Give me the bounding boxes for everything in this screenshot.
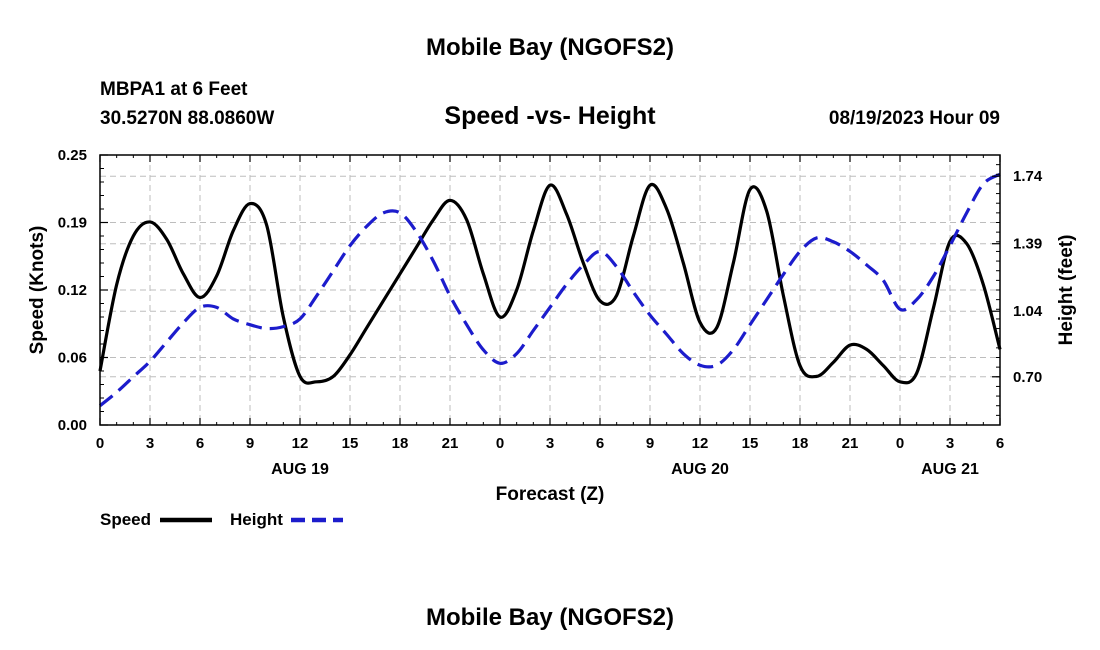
x-tick-label: 9 <box>246 435 254 452</box>
chart-main-title: Mobile Bay (NGOFS2) <box>426 34 674 61</box>
y-axis-label: Speed (Knots) <box>27 226 48 355</box>
x-tick-label: 6 <box>196 435 204 452</box>
forecast-datetime: 08/19/2023 Hour 09 <box>829 108 1000 129</box>
series-line-height <box>98 172 1001 407</box>
x-tick-label: 3 <box>546 435 554 452</box>
y-tick-label: 0.19 <box>58 215 87 232</box>
y-tick-label: 0.00 <box>58 417 87 434</box>
chart-ticks: 0 3 6 9 12 15 18 21 0 3 6 9 12 15 18 21 0 3 6 AUG 19 AUG 20 A… <box>58 147 1043 478</box>
x-tick-label: 18 <box>792 435 809 452</box>
x-date-label: AUG 20 <box>671 461 729 478</box>
chart-series <box>98 172 1002 407</box>
series-line-speed <box>98 182 1002 385</box>
y2-tick-label: 1.74 <box>1013 168 1043 185</box>
y2-tick-label: 1.04 <box>1013 303 1043 320</box>
x-tick-label: 0 <box>96 435 104 452</box>
x-date-label: AUG 19 <box>271 461 329 478</box>
x-tick-label: 18 <box>392 435 409 452</box>
x-tick-label: 0 <box>496 435 504 452</box>
legend: Speed Height <box>100 510 343 529</box>
x-tick-label: 6 <box>996 435 1004 452</box>
x-tick-label: 6 <box>596 435 604 452</box>
station-coordinates: 30.5270N 88.0860W <box>100 108 274 129</box>
x-tick-label: 15 <box>342 435 359 452</box>
x-tick-label: 0 <box>896 435 904 452</box>
y2-tick-label: 1.39 <box>1013 236 1042 253</box>
x-tick-label: 3 <box>146 435 154 452</box>
x-tick-label: 3 <box>946 435 954 452</box>
x-tick-label: 21 <box>442 435 459 452</box>
legend-label-height: Height <box>230 510 283 529</box>
plot-title: Speed -vs- Height <box>444 102 656 130</box>
x-tick-label: 9 <box>646 435 654 452</box>
y-tick-label: 0.25 <box>58 147 87 164</box>
chart-grid <box>100 155 1000 425</box>
x-tick-label: 15 <box>742 435 759 452</box>
station-name: MBPA1 at 6 Feet <box>100 79 248 100</box>
x-axis-label: Forecast (Z) <box>496 484 605 505</box>
y-tick-label: 0.12 <box>58 282 87 299</box>
x-date-label: AUG 21 <box>921 461 979 478</box>
x-tick-label: 21 <box>842 435 859 452</box>
y-tick-label: 0.06 <box>58 350 87 367</box>
y2-axis-label: Height (feet) <box>1056 235 1077 346</box>
y2-tick-label: 0.70 <box>1013 369 1042 386</box>
x-tick-label: 12 <box>292 435 309 452</box>
footer-title: Mobile Bay (NGOFS2) <box>426 604 674 631</box>
x-tick-label: 12 <box>692 435 709 452</box>
legend-label-speed: Speed <box>100 510 151 529</box>
